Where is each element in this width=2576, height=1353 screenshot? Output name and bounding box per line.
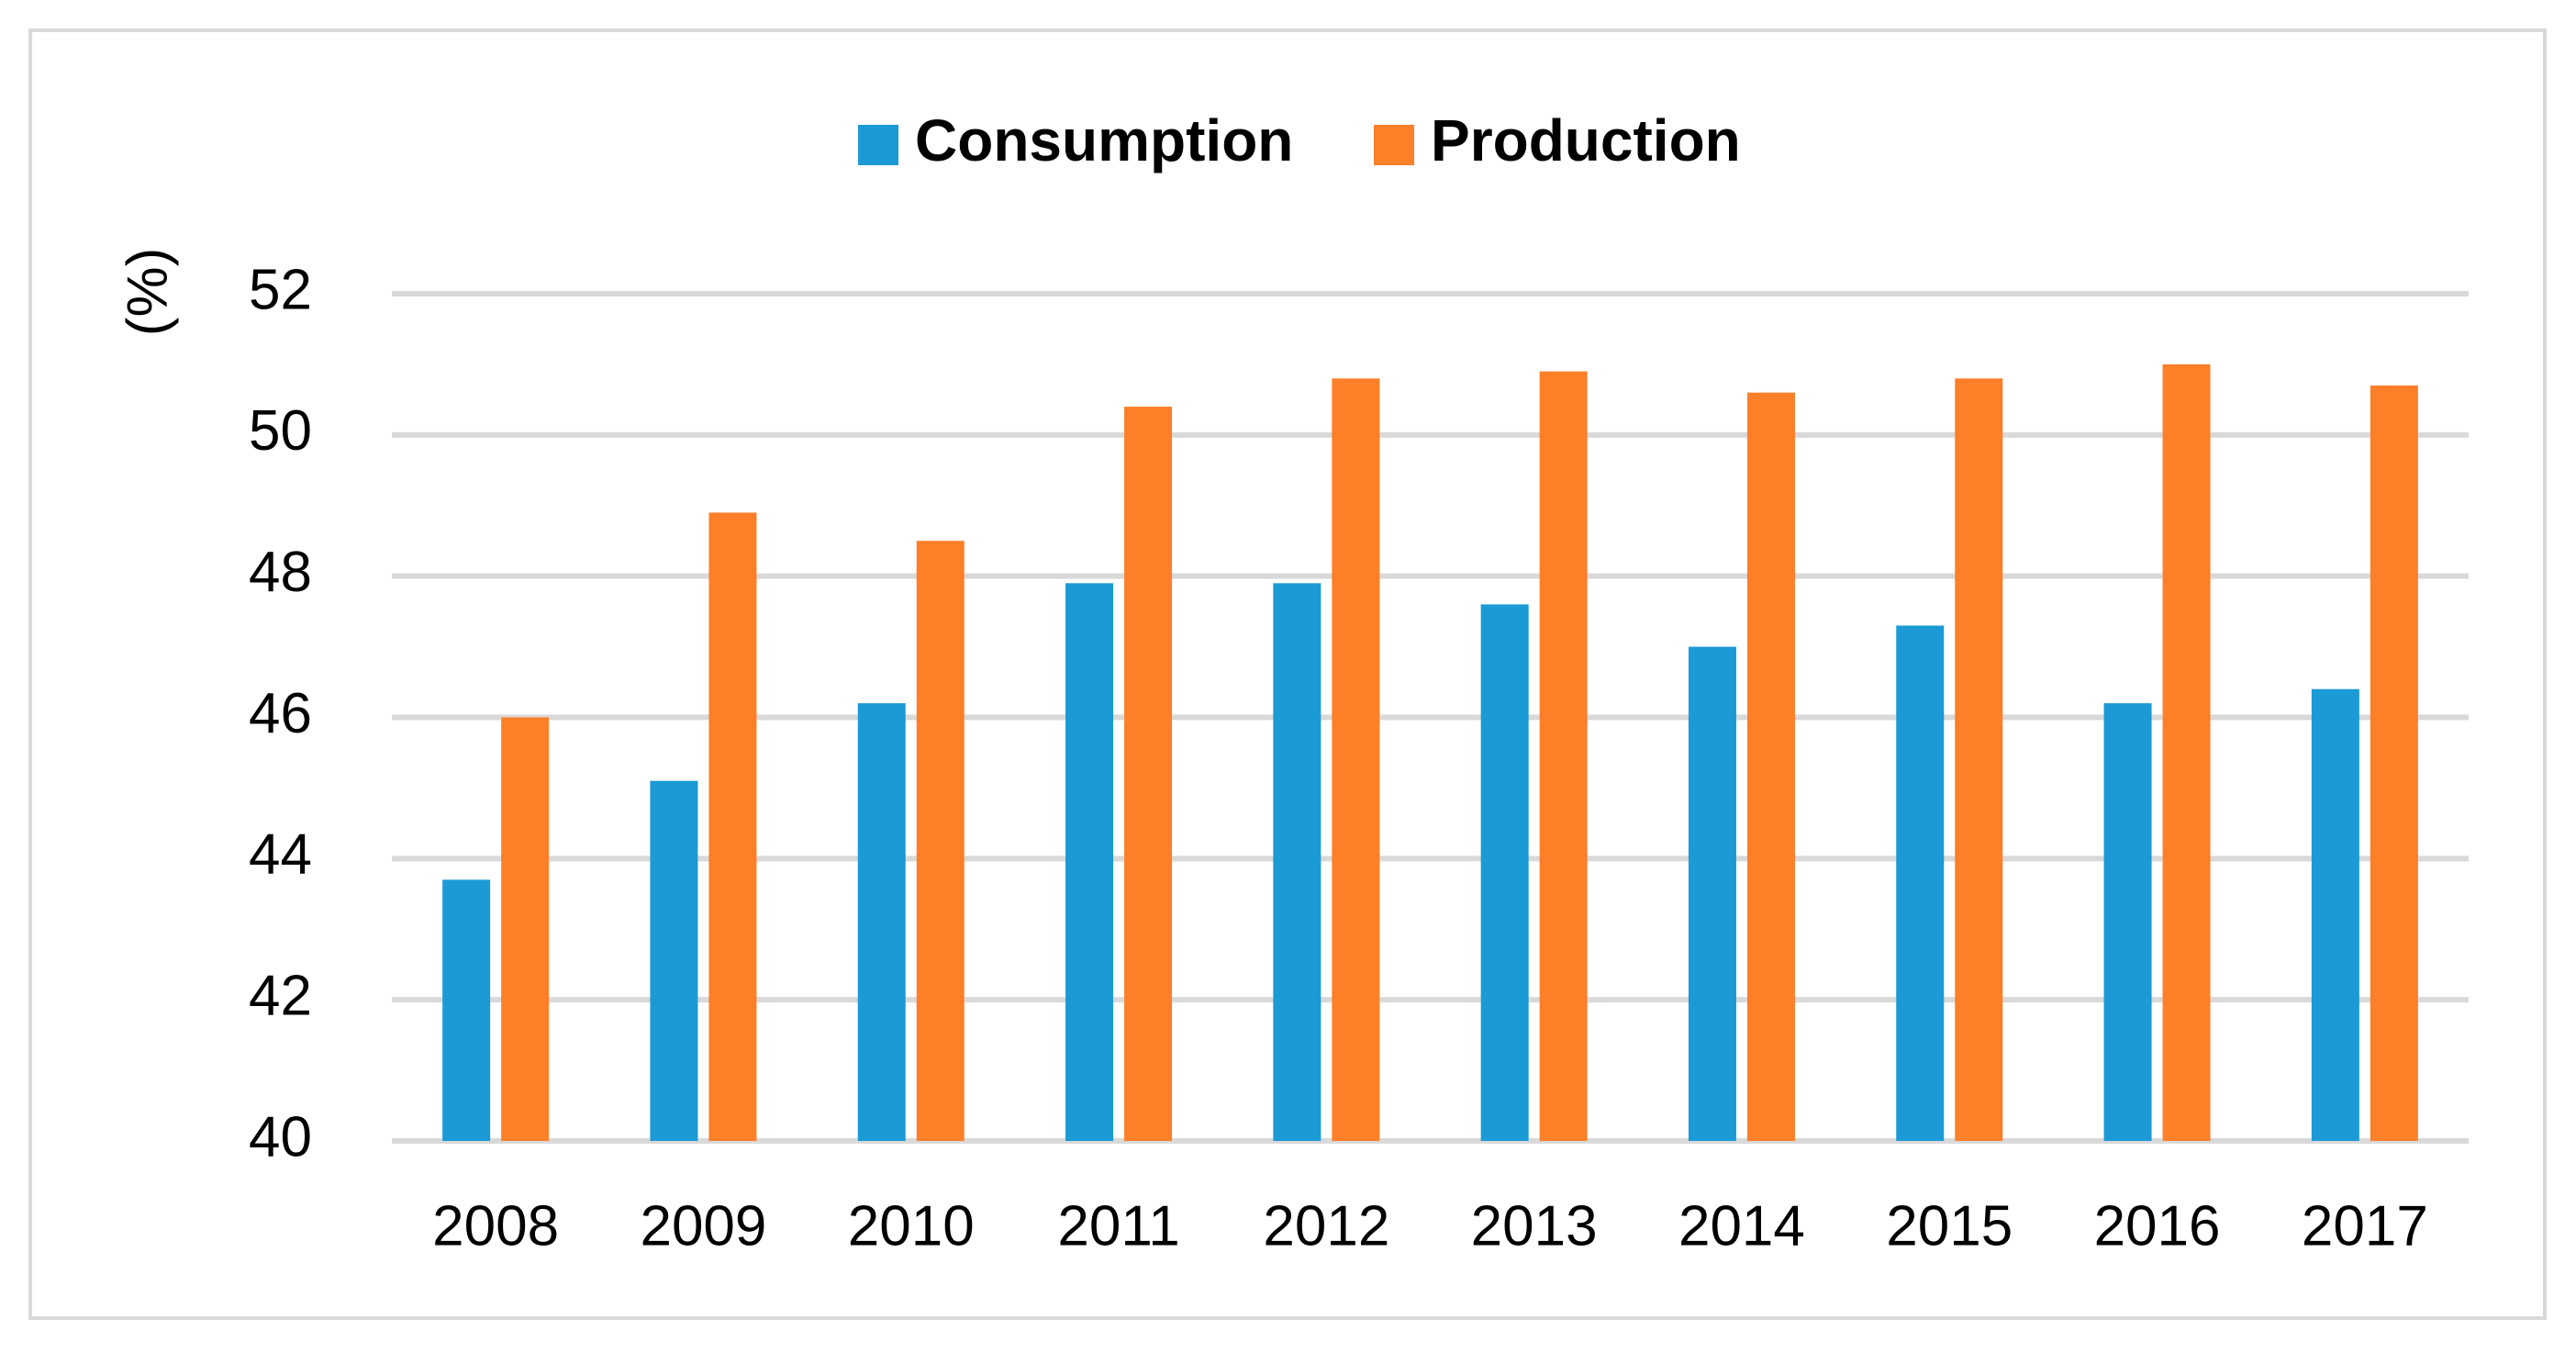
bar-consumption-2010 — [857, 703, 906, 1141]
y-tick-label: 44 — [249, 823, 312, 887]
bar-production-2008 — [501, 717, 550, 1141]
bar-production-2011 — [1124, 407, 1173, 1142]
legend-item-production: Production — [1374, 107, 1741, 173]
y-axis-ticks: 40 42 44 46 48 50 52 — [249, 258, 312, 1168]
legend: Consumption Production — [858, 107, 1741, 173]
bar-production-2013 — [1539, 371, 1588, 1141]
bar-consumption-2013 — [1480, 604, 1529, 1141]
bar-production-2009 — [708, 512, 757, 1141]
bar-production-2014 — [1746, 392, 1795, 1141]
bars — [442, 363, 2418, 1142]
bar-production-2015 — [1955, 378, 2003, 1141]
bar-production-2012 — [1332, 378, 1380, 1141]
x-tick-label: 2010 — [848, 1194, 975, 1258]
x-tick-label: 2009 — [640, 1194, 766, 1258]
y-tick-label: 46 — [249, 682, 312, 745]
y-tick-label: 48 — [249, 541, 312, 604]
bar-consumption-2008 — [442, 879, 491, 1141]
legend-label: Production — [1431, 107, 1741, 173]
bar-consumption-2017 — [2311, 688, 2359, 1141]
x-tick-label: 2012 — [1263, 1194, 1389, 1258]
y-tick-label: 52 — [249, 258, 312, 321]
bar-consumption-2015 — [1896, 625, 1945, 1141]
x-tick-label: 2015 — [1886, 1194, 2013, 1258]
x-tick-label: 2016 — [2094, 1194, 2221, 1258]
legend-swatch — [858, 125, 898, 165]
x-tick-label: 2011 — [1057, 1194, 1179, 1258]
bar-production-2010 — [916, 541, 965, 1141]
bar-consumption-2009 — [650, 780, 698, 1141]
y-tick-label: 42 — [249, 965, 312, 1028]
legend-swatch — [1374, 125, 1414, 165]
legend-item-consumption: Consumption — [858, 107, 1293, 173]
x-tick-label: 2013 — [1471, 1194, 1598, 1258]
bar-production-2017 — [2370, 385, 2418, 1141]
y-axis-label: (%) — [116, 248, 179, 336]
x-tick-label: 2008 — [432, 1194, 559, 1258]
y-tick-label: 50 — [249, 399, 312, 463]
x-axis-ticks: 2008 2009 2010 2011 2012 2013 2014 2015 2016 2017 — [432, 1194, 2428, 1258]
y-tick-label: 40 — [249, 1105, 312, 1168]
bar-production-2016 — [2162, 363, 2211, 1142]
x-tick-label: 2014 — [1678, 1194, 1805, 1258]
bar-consumption-2014 — [1688, 646, 1736, 1141]
x-tick-label: 2017 — [2302, 1194, 2428, 1258]
bar-consumption-2016 — [2103, 703, 2152, 1141]
bar-consumption-2012 — [1273, 583, 1321, 1141]
legend-label: Consumption — [915, 107, 1293, 173]
bar-consumption-2011 — [1065, 583, 1114, 1141]
